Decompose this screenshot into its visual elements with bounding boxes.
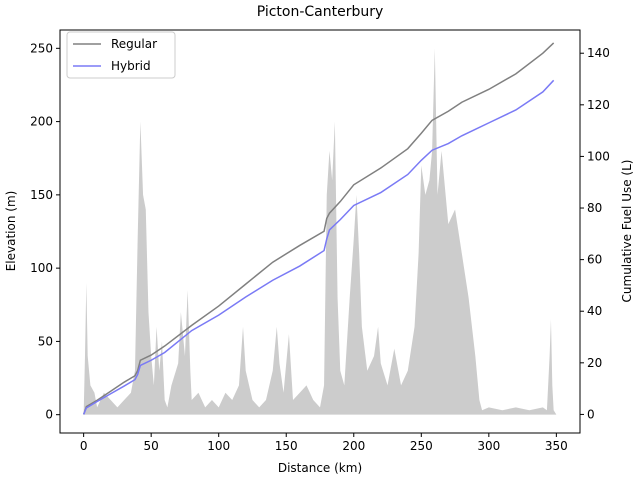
x-tick-label: 150 [275,439,298,453]
x-tick-label: 200 [342,439,365,453]
fuel-line [82,42,555,415]
y-tick-label: 50 [38,334,53,348]
legend-label: Hybrid [111,59,151,73]
y2-tick-label: 60 [587,253,602,267]
fuel-line [82,79,555,415]
y-tick-label: 150 [30,188,53,202]
x-tick-label: 300 [477,439,500,453]
y2-tick-label: 100 [587,149,610,163]
plot-frame [59,29,581,434]
y2-tick-label: 40 [587,304,602,318]
y-axis-label: Elevation (m) [4,191,18,272]
y2-tick-label: 20 [587,356,602,370]
y-tick-label: 100 [30,261,53,275]
x-tick-label: 50 [144,439,159,453]
chart-title: Picton-Canterbury [257,4,384,20]
x-tick-label: 0 [80,439,88,453]
y2-tick-label: 120 [587,98,610,112]
legend-label: Regular [111,37,157,51]
y2-tick-label: 140 [587,46,610,60]
elevation-area [83,48,557,415]
x-tick-label: 350 [545,439,568,453]
y-tick-label: 200 [30,115,53,129]
x-tick-label: 250 [410,439,433,453]
y2-axis-label: Cumulative Fuel Use (L) [620,160,634,303]
y-tick-label: 0 [45,408,53,422]
y2-tick-label: 0 [587,407,595,421]
y-tick-label: 250 [30,41,53,55]
y2-tick-label: 80 [587,201,602,215]
x-axis-label: Distance (km) [278,461,362,475]
x-tick-label: 100 [207,439,230,453]
